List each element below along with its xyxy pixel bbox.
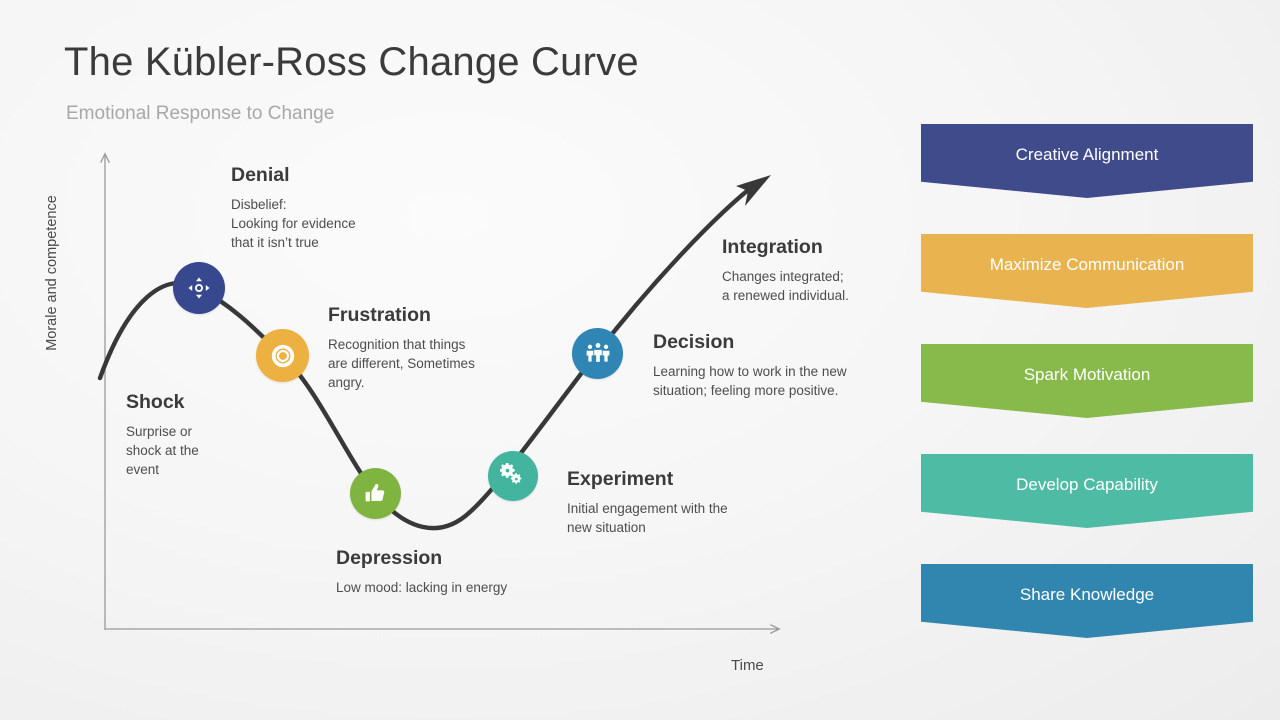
banner-spark-motivation[interactable]: Spark Motivation — [921, 344, 1253, 418]
stage-block-frustration: Frustration Recognition that things are … — [328, 304, 475, 392]
people-group-icon — [585, 341, 611, 367]
stage-icon-shock[interactable] — [173, 262, 225, 314]
page-subtitle: Emotional Response to Change — [66, 103, 335, 124]
stage-title-experiment: Experiment — [567, 468, 674, 490]
stage-desc-decision: Learning how to work in the new situatio… — [653, 364, 847, 398]
stage-desc-frustration: Recognition that things are different, S… — [328, 337, 475, 390]
page-title: The Kübler-Ross Change Curve — [64, 40, 639, 84]
banner-label: Spark Motivation — [1023, 365, 1151, 384]
stage-desc-denial: Disbelief: Looking for evidence that it … — [231, 197, 356, 250]
change-curve-chart: Morale and competence Time — [44, 0, 849, 674]
banner-label: Maximize Communication — [989, 255, 1185, 274]
stage-title-frustration: Frustration — [328, 304, 431, 326]
banner-maximize-communication[interactable]: Maximize Communication — [921, 234, 1253, 308]
stage-title-depression: Depression — [336, 547, 443, 569]
stage-icon-experiment[interactable] — [572, 328, 623, 379]
stage-block-shock: Shock Surprise or shock at the event — [126, 391, 199, 479]
stage-icon-frustration[interactable] — [350, 468, 401, 519]
stage-desc-depression: Low mood: lacking in energy — [336, 580, 508, 595]
banner-label: Creative Alignment — [1015, 145, 1159, 164]
banner-list: Creative Alignment Maximize Communicatio… — [921, 124, 1253, 674]
stage-block-experiment: Experiment Initial engagement with the n… — [567, 468, 728, 537]
stage-title-integration: Integration — [722, 236, 823, 258]
stage-block-depression: Depression Low mood: lacking in energy — [336, 547, 507, 597]
banner-label: Develop Capability — [1016, 475, 1158, 494]
banner-share-knowledge[interactable]: Share Knowledge — [921, 564, 1253, 638]
move-crosshair-icon — [187, 276, 211, 300]
gears-icon — [500, 463, 526, 489]
stage-block-integration: Integration Changes integrated; a renewe… — [722, 236, 849, 305]
stage-block-decision: Decision Learning how to work in the new… — [653, 331, 847, 400]
spiral-target-icon — [270, 343, 296, 369]
stage-block-denial: Denial Disbelief: Looking for evidence t… — [231, 164, 356, 252]
thumbs-up-icon — [363, 481, 388, 506]
stage-desc-integration: Changes integrated; a renewed individual… — [722, 269, 849, 303]
y-axis-label: Morale and competence — [44, 195, 60, 351]
stage-title-shock: Shock — [126, 391, 185, 413]
x-axis-label: Time — [731, 657, 764, 674]
stage-title-denial: Denial — [231, 164, 290, 186]
stage-desc-experiment: Initial engagement with the new situatio… — [567, 501, 728, 535]
stage-icon-depression[interactable] — [488, 451, 538, 501]
curve-arrowhead — [736, 175, 771, 206]
banner-label: Share Knowledge — [1019, 585, 1155, 604]
stage-desc-shock: Surprise or shock at the event — [126, 424, 199, 477]
banner-creative-alignment[interactable]: Creative Alignment — [921, 124, 1253, 198]
stage-title-decision: Decision — [653, 331, 735, 353]
stage-icon-denial[interactable] — [256, 329, 309, 382]
banner-develop-capability[interactable]: Develop Capability — [921, 454, 1253, 528]
